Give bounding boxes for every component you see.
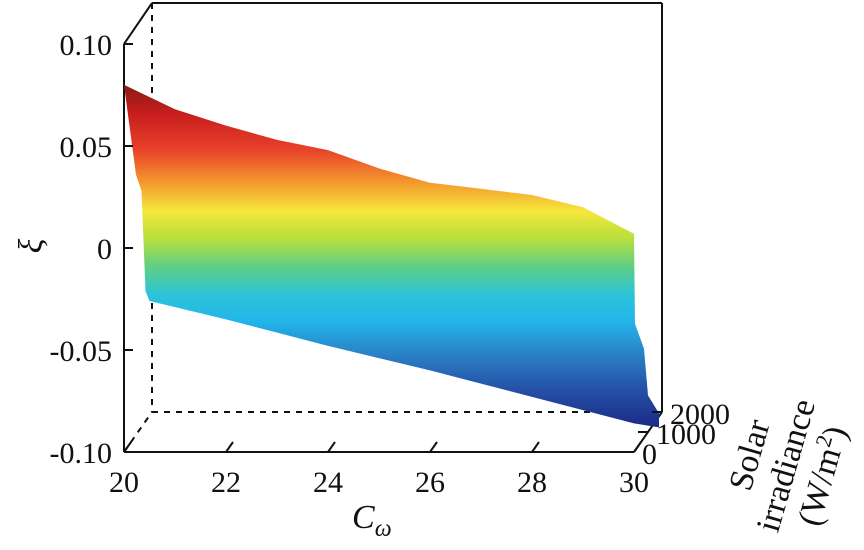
x-tick-label-24: 24 [313, 466, 343, 499]
x-tick-20 [123, 441, 132, 453]
depth-tick-label-1000: 1000 [656, 418, 716, 451]
x-tick-24 [327, 441, 336, 453]
x-axis-label-base: C [352, 499, 375, 536]
x-tick-label-28: 28 [517, 466, 547, 499]
y-axis-label: ξ [13, 238, 50, 253]
y-tick-label-0.10: 0.10 [60, 29, 113, 62]
x-tick-label-30: 30 [619, 466, 649, 499]
depth-axis-label: Solar irradiance (W/m2) [722, 395, 855, 536]
x-tick-label-20: 20 [109, 466, 139, 499]
x-tick-label-22: 22 [211, 466, 241, 499]
y-tick-label--0.10: -0.10 [50, 437, 113, 470]
x-tick-30 [633, 441, 642, 453]
x-tick-label-26: 26 [415, 466, 445, 499]
x-tick-28 [531, 441, 540, 453]
x-axis-label-subscript: ω [375, 516, 392, 542]
depth-tick-label-0: 0 [642, 438, 657, 471]
depth-tick-label-2000: 2000 [670, 398, 730, 431]
x-tick-26 [429, 441, 438, 453]
back-left-depth-edge [123, 411, 153, 453]
surface-patch [124, 84, 659, 428]
y-tick-label-0.05: 0.05 [60, 131, 113, 164]
tick-marks [123, 43, 662, 453]
y-tick-label-0: 0 [97, 233, 112, 266]
x-tick-22 [225, 441, 234, 453]
x-axis-label: Cω [352, 499, 392, 542]
top-left-depth-edge [123, 2, 153, 45]
y-tick-label--0.05: -0.05 [50, 335, 113, 368]
